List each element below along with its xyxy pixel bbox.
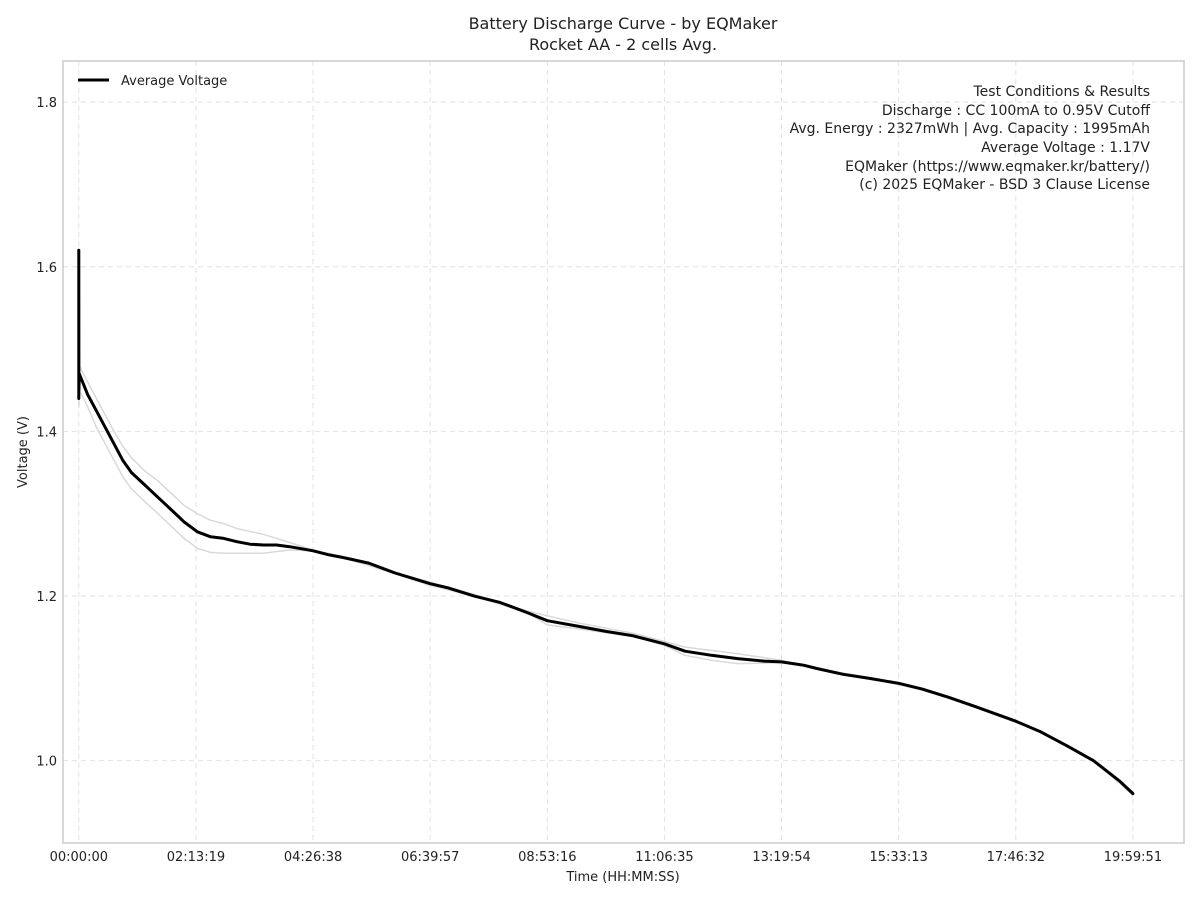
x-tick-label: 15:33:13 — [869, 850, 927, 865]
annotation-line-license: (c) 2025 EQMaker - BSD 3 Clause License — [859, 177, 1150, 193]
series-line-average-voltage — [77, 248, 1135, 796]
x-tick-label: 17:46:32 — [987, 850, 1045, 865]
x-tick-label: 02:13:19 — [167, 850, 225, 865]
x-tick-label: 08:53:16 — [518, 850, 576, 865]
x-tick-label: 13:19:54 — [752, 850, 810, 865]
y-axis-label: Voltage (V) — [16, 416, 31, 488]
x-tick-label: 19:59:51 — [1104, 850, 1162, 865]
plot-frame — [62, 60, 1185, 844]
x-tick-label: 00:00:00 — [50, 850, 108, 865]
x-tick-label: 04:26:38 — [284, 850, 342, 865]
annotation-line-discharge: Discharge : CC 100mA to 0.95V Cutoff — [882, 103, 1151, 119]
series-lines — [77, 248, 1135, 797]
x-tick-label: 11:06:35 — [635, 850, 693, 865]
y-tick-label: 1.2 — [36, 590, 57, 605]
y-tick-label: 1.4 — [36, 425, 57, 440]
x-axis-label: Time (HH:MM:SS) — [565, 870, 679, 885]
legend: Average Voltage — [78, 74, 227, 89]
annotation-line-title: Test Conditions & Results — [973, 84, 1151, 100]
chart-title: Battery Discharge Curve - by EQMaker — [469, 14, 778, 33]
y-tick-label: 1.6 — [36, 261, 57, 276]
annotation-line-average-voltage: Average Voltage : 1.17V — [981, 140, 1150, 156]
y-tick-labels: 1.0 1.2 1.4 1.6 1.8 — [36, 96, 57, 770]
x-tick-labels: 00:00:00 02:13:19 04:26:38 06:39:57 08:53:16… — [50, 850, 1162, 865]
annotation-line-website: EQMaker (https://www.eqmaker.kr/battery/… — [845, 159, 1150, 175]
annotation-line-energy-capacity: Avg. Energy : 2327mWh | Avg. Capacity : … — [790, 121, 1150, 137]
grid-lines — [63, 61, 1184, 843]
legend-label-average-voltage: Average Voltage — [121, 74, 227, 89]
x-tick-label: 06:39:57 — [401, 850, 459, 865]
test-conditions-annotation: Test Conditions & Results Discharge : CC… — [790, 84, 1151, 193]
chart-subtitle: Rocket AA - 2 cells Avg. — [529, 35, 717, 54]
y-tick-label: 1.8 — [36, 96, 57, 111]
y-tick-label: 1.0 — [36, 755, 57, 770]
